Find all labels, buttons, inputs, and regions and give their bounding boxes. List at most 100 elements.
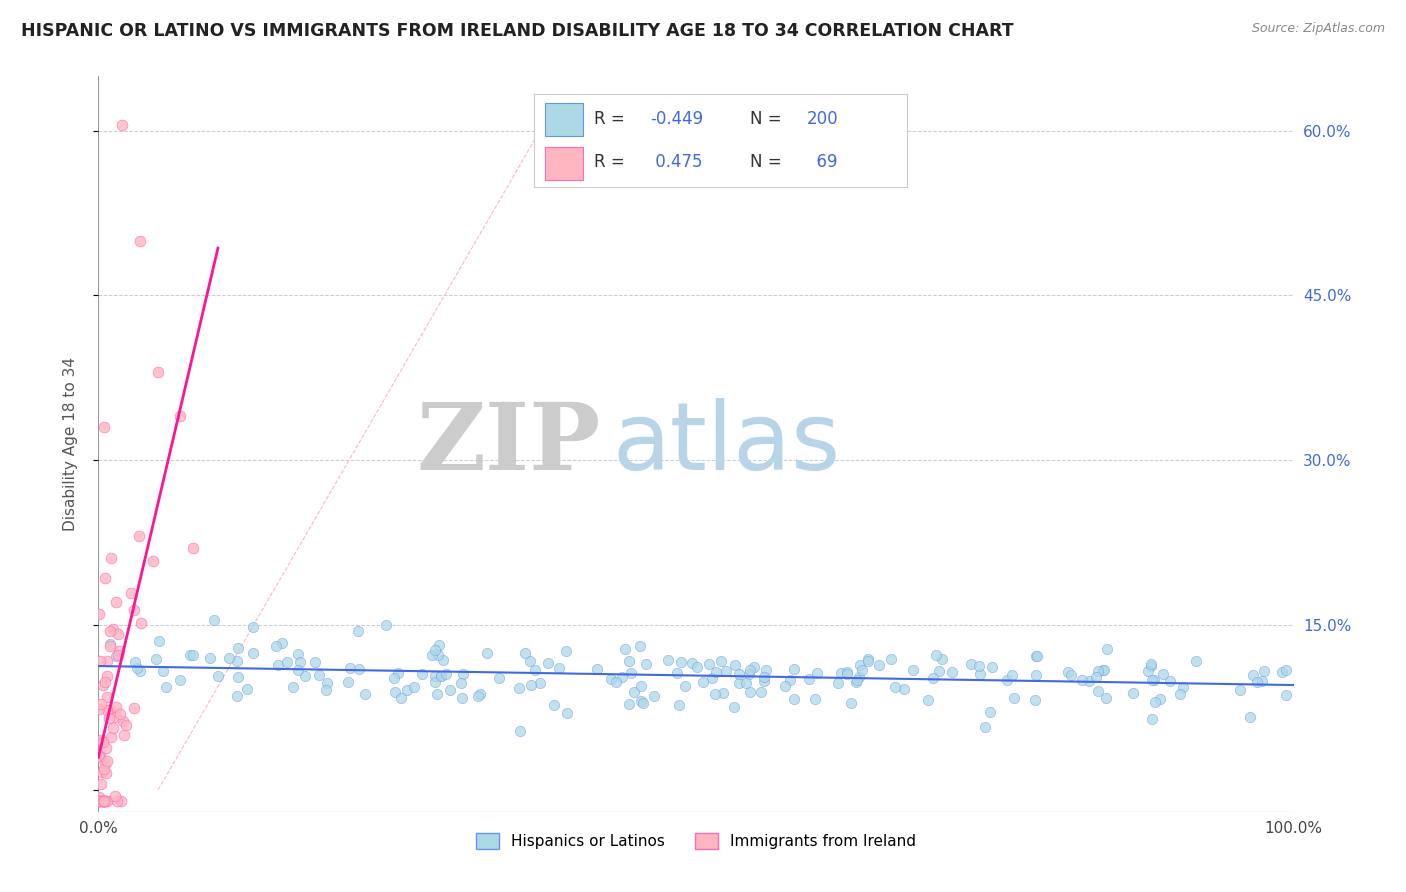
Point bbox=[387, 665, 409, 680]
Point bbox=[1025, 648, 1047, 663]
Point bbox=[100, 730, 122, 744]
Point bbox=[96, 794, 118, 808]
Point bbox=[669, 655, 692, 669]
Point bbox=[980, 660, 1002, 674]
Point bbox=[90, 777, 112, 791]
Point bbox=[129, 665, 152, 679]
Point bbox=[236, 681, 259, 696]
Point bbox=[467, 690, 489, 704]
Point bbox=[124, 655, 146, 669]
Point bbox=[93, 794, 115, 808]
Point bbox=[475, 646, 498, 660]
Point bbox=[1025, 668, 1047, 682]
Text: Source: ZipAtlas.com: Source: ZipAtlas.com bbox=[1251, 22, 1385, 36]
Point bbox=[586, 662, 609, 676]
Point bbox=[623, 684, 645, 698]
Point bbox=[347, 624, 370, 638]
Point bbox=[524, 663, 547, 677]
Point bbox=[89, 750, 111, 764]
Point bbox=[749, 685, 772, 699]
Point bbox=[423, 642, 446, 657]
Point bbox=[1095, 642, 1118, 657]
Point bbox=[738, 663, 761, 677]
Point bbox=[179, 648, 201, 663]
Text: 69: 69 bbox=[806, 153, 838, 171]
Point bbox=[1002, 690, 1025, 705]
Point bbox=[349, 662, 371, 676]
Point bbox=[839, 696, 862, 710]
Text: N =: N = bbox=[751, 153, 787, 171]
Point bbox=[974, 720, 997, 734]
Point bbox=[228, 670, 250, 684]
Point bbox=[513, 646, 536, 660]
Point bbox=[1168, 687, 1191, 701]
Point bbox=[692, 675, 714, 690]
Legend: Hispanics or Latinos, Immigrants from Ireland: Hispanics or Latinos, Immigrants from Ir… bbox=[470, 828, 922, 855]
Point bbox=[96, 703, 118, 717]
Point bbox=[354, 687, 377, 701]
Point bbox=[1121, 686, 1143, 700]
Point bbox=[226, 689, 249, 703]
Point bbox=[384, 685, 406, 699]
Point bbox=[90, 794, 112, 808]
Point bbox=[98, 624, 121, 639]
Point bbox=[681, 657, 703, 671]
Point bbox=[969, 666, 991, 681]
Point bbox=[848, 671, 870, 685]
Point bbox=[529, 676, 551, 690]
Point bbox=[1092, 663, 1115, 677]
Point bbox=[374, 618, 396, 632]
Point bbox=[849, 658, 872, 673]
Point bbox=[427, 638, 450, 652]
Point bbox=[89, 789, 111, 804]
Point bbox=[555, 643, 578, 657]
Point bbox=[1139, 657, 1161, 671]
Point bbox=[226, 640, 249, 655]
Point bbox=[96, 690, 118, 704]
Point bbox=[98, 638, 121, 652]
Point bbox=[90, 698, 112, 712]
Point bbox=[1087, 664, 1109, 678]
Point bbox=[1239, 710, 1261, 724]
Point bbox=[93, 756, 115, 771]
Point bbox=[742, 660, 765, 674]
Point bbox=[304, 655, 326, 669]
Point bbox=[315, 683, 337, 698]
Point bbox=[94, 674, 117, 689]
Point bbox=[1275, 663, 1298, 677]
Point bbox=[686, 660, 709, 674]
Point bbox=[1253, 665, 1275, 679]
Point bbox=[283, 681, 305, 695]
Point bbox=[148, 365, 170, 379]
Point bbox=[90, 733, 112, 747]
Point bbox=[308, 668, 330, 682]
Point bbox=[420, 648, 443, 663]
Point bbox=[105, 595, 128, 609]
Point bbox=[1136, 664, 1159, 678]
Point bbox=[917, 692, 939, 706]
Point bbox=[1060, 668, 1083, 682]
Y-axis label: Disability Age 18 to 34: Disability Age 18 to 34 bbox=[63, 357, 77, 531]
Point bbox=[1251, 673, 1274, 688]
Point bbox=[509, 724, 531, 739]
Point bbox=[104, 789, 127, 804]
Point bbox=[1024, 692, 1046, 706]
Point bbox=[714, 665, 737, 679]
Point bbox=[610, 670, 633, 684]
Point bbox=[100, 550, 122, 565]
Text: -0.449: -0.449 bbox=[650, 110, 703, 128]
Point bbox=[125, 661, 148, 675]
Point bbox=[111, 118, 134, 132]
Point bbox=[709, 654, 731, 668]
Point bbox=[845, 673, 868, 687]
Point bbox=[893, 681, 915, 696]
Point bbox=[657, 652, 679, 666]
Point bbox=[979, 705, 1001, 719]
Point bbox=[925, 648, 948, 662]
Point bbox=[207, 669, 229, 683]
Point bbox=[93, 678, 115, 692]
Point bbox=[738, 684, 761, 698]
Point bbox=[1057, 665, 1080, 680]
Point bbox=[773, 679, 796, 693]
Point bbox=[145, 652, 167, 666]
